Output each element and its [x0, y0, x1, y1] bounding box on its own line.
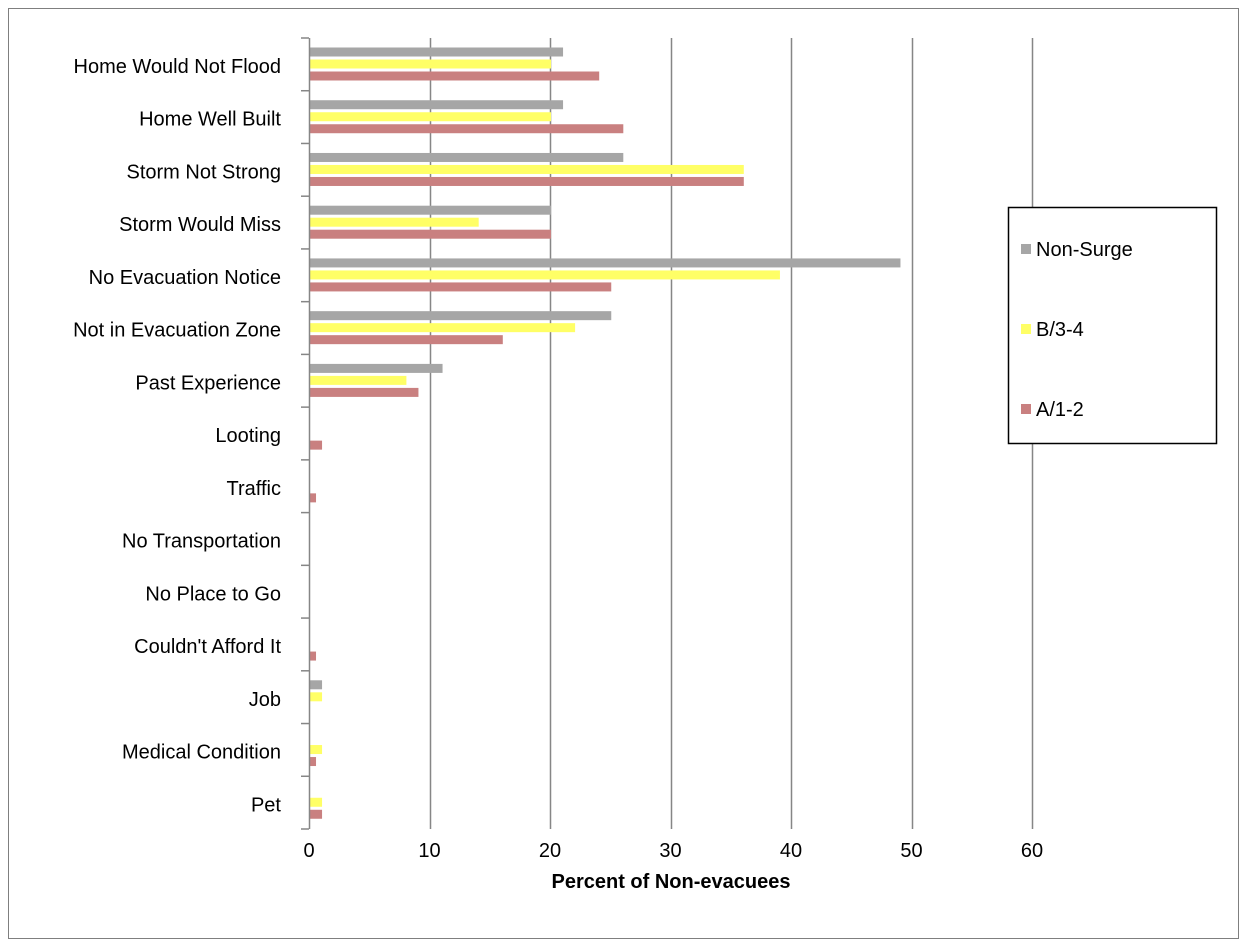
tick-labels: 0 10 20 30 40 50 60 — [303, 840, 1043, 862]
x-tick-label-30: 30 — [659, 840, 681, 862]
bar-non-surge-6 — [310, 363, 443, 373]
category-label-5: Not in Evacuation Zone — [73, 320, 281, 342]
legend-box — [1007, 206, 1218, 445]
x-tick-label-60: 60 — [1021, 840, 1043, 862]
bar-a-1-2-14 — [310, 809, 323, 819]
category-label-4: No Evacuation Notice — [89, 267, 281, 289]
category-label-14: Pet — [251, 794, 281, 816]
category-label-0: Home Would Not Flood — [74, 56, 282, 78]
bar-a-1-2-6 — [310, 387, 419, 397]
bar-b-3-4-0 — [310, 59, 551, 69]
bar-a-1-2-8 — [310, 493, 317, 503]
bar-a-1-2-13 — [310, 757, 317, 767]
x-tick-label-50: 50 — [900, 840, 922, 862]
x-axis-title: Percent of Non-evacuees — [552, 871, 791, 893]
axes — [301, 37, 311, 830]
category-label-6: Past Experience — [135, 372, 281, 394]
bar-non-surge-4 — [310, 258, 901, 268]
bar-non-surge-2 — [310, 152, 624, 162]
legend-label-b-3-4: B/3-4 — [1036, 319, 1084, 341]
category-label-12: Job — [249, 689, 281, 711]
category-label-2: Storm Not Strong — [126, 161, 281, 183]
category-label-8: Traffic — [227, 478, 281, 500]
bar-non-surge-12 — [310, 680, 323, 690]
bars — [310, 47, 901, 819]
bar-a-1-2-3 — [310, 229, 551, 239]
legend-swatch-b-3-4 — [1021, 324, 1031, 334]
legend-swatch-non-surge — [1021, 244, 1031, 254]
bar-a-1-2-4 — [310, 282, 612, 292]
x-tick-label-10: 10 — [418, 840, 440, 862]
x-tick-label-0: 0 — [303, 840, 314, 862]
bar-a-1-2-11 — [310, 651, 317, 661]
bar-a-1-2-5 — [310, 335, 503, 345]
bar-b-3-4-14 — [310, 797, 323, 807]
bar-b-3-4-3 — [310, 217, 479, 227]
bar-non-surge-0 — [310, 47, 564, 57]
bar-b-3-4-5 — [310, 323, 576, 333]
bar-a-1-2-7 — [310, 440, 323, 450]
bar-b-3-4-12 — [310, 692, 323, 702]
bar-b-3-4-2 — [310, 164, 744, 174]
bar-a-1-2-2 — [310, 176, 744, 186]
bar-b-3-4-6 — [310, 375, 407, 385]
legend-label-non-surge: Non-Surge — [1036, 239, 1133, 261]
category-labels: Home Would Not Flood Home Well Built Storm… — [73, 56, 281, 816]
bar-non-surge-5 — [310, 311, 612, 321]
legend-swatch-a-1-2 — [1021, 404, 1031, 414]
bar-b-3-4-13 — [310, 745, 323, 755]
category-label-7: Looting — [215, 425, 281, 447]
bar-b-3-4-1 — [310, 112, 551, 122]
chart-border — [8, 8, 1239, 939]
x-tick-label-40: 40 — [780, 840, 802, 862]
bar-non-surge-3 — [310, 205, 551, 215]
legend-label-a-1-2: A/1-2 — [1036, 399, 1084, 421]
category-label-10: No Place to Go — [145, 583, 281, 605]
bar-non-surge-1 — [310, 100, 564, 110]
category-label-3: Storm Would Miss — [119, 214, 281, 236]
bar-a-1-2-0 — [310, 71, 600, 81]
category-label-13: Medical Condition — [122, 742, 281, 764]
category-label-9: No Transportation — [122, 531, 281, 553]
x-tick-label-20: 20 — [539, 840, 561, 862]
bar-b-3-4-4 — [310, 270, 780, 280]
category-label-1: Home Well Built — [139, 109, 281, 131]
legend: Non-Surge B/3-4 A/1-2 — [1007, 206, 1218, 445]
category-label-11: Couldn't Afford It — [134, 636, 281, 658]
bar-a-1-2-1 — [310, 124, 624, 134]
